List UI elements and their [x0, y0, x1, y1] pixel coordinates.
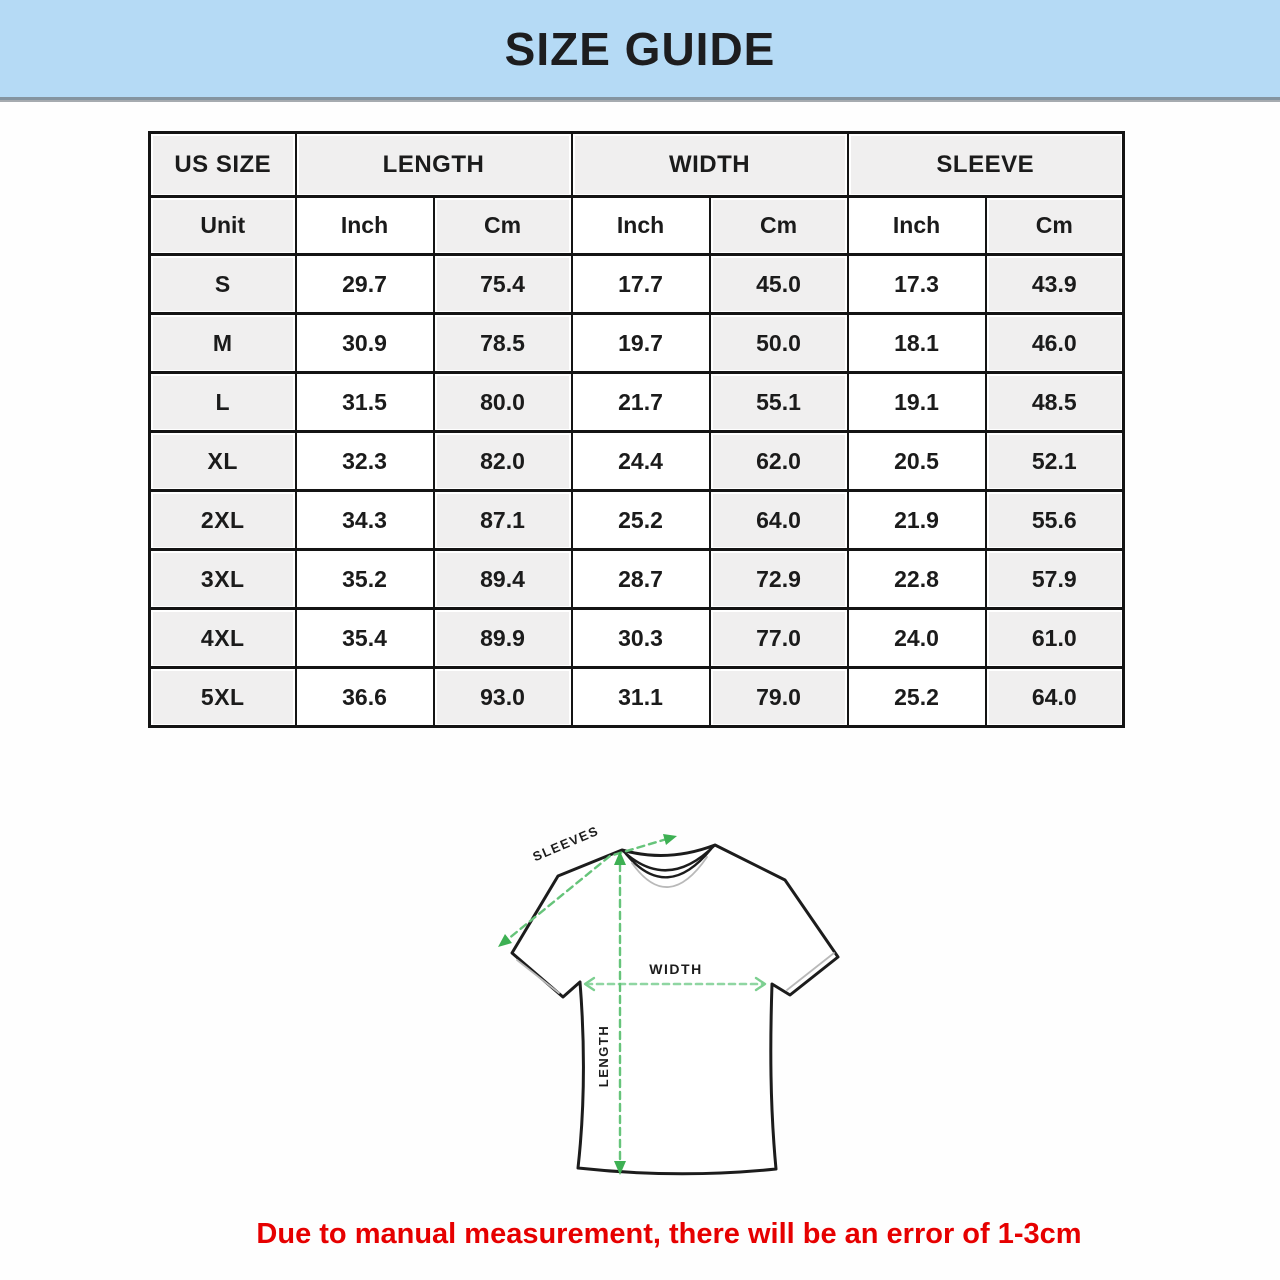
size-value-cell: 45.0 — [708, 253, 849, 315]
size-value-cell: 29.7 — [294, 253, 435, 315]
column-group-sleeve: SLEEVE — [846, 131, 1125, 198]
size-value-cell: 57.9 — [984, 548, 1125, 610]
size-value-cell: 20.5 — [846, 430, 987, 492]
size-row-label: M — [148, 312, 297, 374]
width-arrow: WIDTH — [583, 961, 767, 992]
size-table-row: 2XL 34.3 87.1 25.2 64.0 21.9 55.6 — [148, 489, 1125, 551]
unit-header-cell: Cm — [432, 195, 573, 256]
unit-header-cell: Unit — [148, 195, 297, 256]
measurement-note: Due to manual measurement, there will be… — [256, 1218, 1082, 1250]
size-value-cell: 46.0 — [984, 312, 1125, 374]
size-value-cell: 24.4 — [570, 430, 711, 492]
length-arrow: LENGTH — [596, 851, 626, 1175]
size-value-cell: 77.0 — [708, 607, 849, 669]
size-table-row: 5XL 36.6 93.0 31.1 79.0 25.2 64.0 — [148, 666, 1125, 728]
size-row-label: 2XL — [148, 489, 297, 551]
size-value-cell: 55.6 — [984, 489, 1125, 551]
size-row-label: 4XL — [148, 607, 297, 669]
sleeves-label: SLEEVES — [530, 823, 601, 864]
size-chart-table: US SIZE LENGTH WIDTH SLEEVE Unit Inch Cm Inch Cm… — [148, 131, 1126, 728]
unit-header-cell: Cm — [708, 195, 849, 256]
size-value-cell: 35.4 — [294, 607, 435, 669]
width-label: WIDTH — [649, 961, 702, 977]
size-value-cell: 75.4 — [432, 253, 573, 315]
tshirt-outline — [510, 843, 840, 1176]
size-value-cell: 28.7 — [570, 548, 711, 610]
column-group-us-size: US SIZE — [148, 131, 297, 198]
size-value-cell: 72.9 — [708, 548, 849, 610]
size-value-cell: 25.2 — [846, 666, 987, 728]
size-value-cell: 31.1 — [570, 666, 711, 728]
size-row-label: XL — [148, 430, 297, 492]
size-value-cell: 19.7 — [570, 312, 711, 374]
size-row-label: 3XL — [148, 548, 297, 610]
size-value-cell: 30.3 — [570, 607, 711, 669]
size-value-cell: 78.5 — [432, 312, 573, 374]
size-value-cell: 93.0 — [432, 666, 573, 728]
size-value-cell: 25.2 — [570, 489, 711, 551]
size-value-cell: 34.3 — [294, 489, 435, 551]
size-value-cell: 18.1 — [846, 312, 987, 374]
size-value-cell: 35.2 — [294, 548, 435, 610]
size-value-cell: 52.1 — [984, 430, 1125, 492]
unit-header-cell: Inch — [570, 195, 711, 256]
size-row-label: S — [148, 253, 297, 315]
size-value-cell: 36.6 — [294, 666, 435, 728]
size-table-row: S 29.7 75.4 17.7 45.0 17.3 43.9 — [148, 253, 1125, 315]
length-label: LENGTH — [596, 1025, 611, 1087]
size-row-label: L — [148, 371, 297, 433]
size-value-cell: 82.0 — [432, 430, 573, 492]
size-table-row: XL 32.3 82.0 24.4 62.0 20.5 52.1 — [148, 430, 1125, 492]
size-value-cell: 22.8 — [846, 548, 987, 610]
column-group-width: WIDTH — [570, 131, 849, 198]
unit-header-cell: Inch — [294, 195, 435, 256]
size-value-cell: 31.5 — [294, 371, 435, 433]
size-value-cell: 89.4 — [432, 548, 573, 610]
size-value-cell: 64.0 — [984, 666, 1125, 728]
size-value-cell: 48.5 — [984, 371, 1125, 433]
size-value-cell: 32.3 — [294, 430, 435, 492]
size-value-cell: 21.9 — [846, 489, 987, 551]
size-value-cell: 43.9 — [984, 253, 1125, 315]
size-value-cell: 80.0 — [432, 371, 573, 433]
size-table-row: 3XL 35.2 89.4 28.7 72.9 22.8 57.9 — [148, 548, 1125, 610]
size-value-cell: 30.9 — [294, 312, 435, 374]
size-table-row: M 30.9 78.5 19.7 50.0 18.1 46.0 — [148, 312, 1125, 374]
tshirt-measurement-diagram: SLEEVES WIDTH LENGTH — [498, 823, 840, 1176]
size-value-cell: 79.0 — [708, 666, 849, 728]
size-row-label: 5XL — [148, 666, 297, 728]
page-title: SIZE GUIDE — [504, 22, 776, 75]
unit-header-cell: Cm — [984, 195, 1125, 256]
banner: SIZE GUIDE — [0, 0, 1280, 100]
size-value-cell: 24.0 — [846, 607, 987, 669]
size-value-cell: 17.3 — [846, 253, 987, 315]
size-value-cell: 17.7 — [570, 253, 711, 315]
size-value-cell: 19.1 — [846, 371, 987, 433]
size-value-cell: 50.0 — [708, 312, 849, 374]
size-value-cell: 55.1 — [708, 371, 849, 433]
size-value-cell: 21.7 — [570, 371, 711, 433]
unit-header-cell: Inch — [846, 195, 987, 256]
size-value-cell: 87.1 — [432, 489, 573, 551]
size-value-cell: 89.9 — [432, 607, 573, 669]
size-value-cell: 62.0 — [708, 430, 849, 492]
size-value-cell: 61.0 — [984, 607, 1125, 669]
column-group-length: LENGTH — [294, 131, 573, 198]
size-table-row: 4XL 35.4 89.9 30.3 77.0 24.0 61.0 — [148, 607, 1125, 669]
size-value-cell: 64.0 — [708, 489, 849, 551]
size-table-row: L 31.5 80.0 21.7 55.1 19.1 48.5 — [148, 371, 1125, 433]
